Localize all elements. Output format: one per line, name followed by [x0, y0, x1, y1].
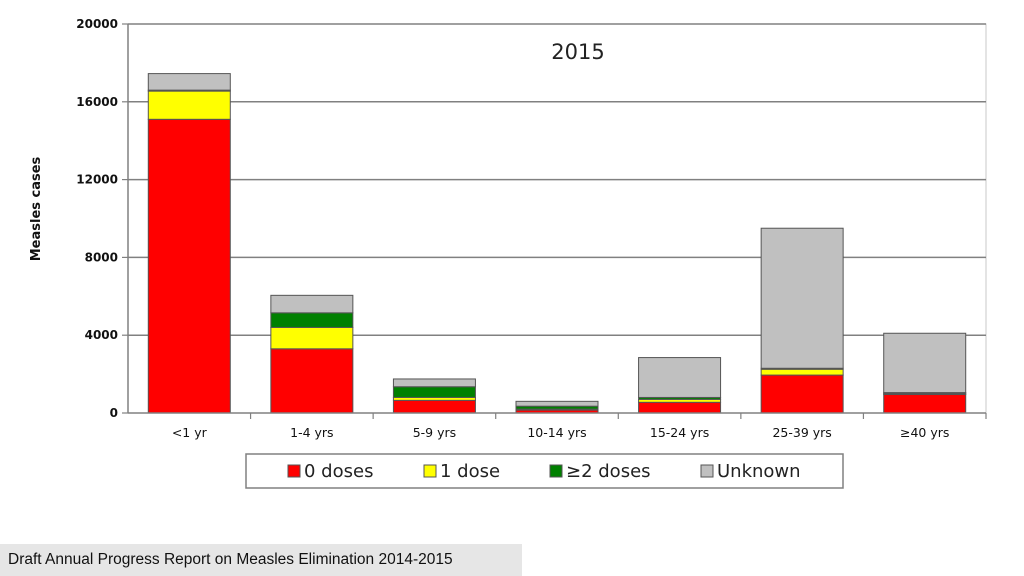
legend: 0 doses 1 dose ≥2 doses Unknown [245, 453, 844, 489]
legend-swatch [549, 464, 563, 478]
bar-segment [638, 401, 722, 414]
plot-area [127, 23, 987, 414]
bar-segment [392, 386, 476, 398]
bar-segment [760, 374, 844, 414]
x-tick-label: 1-4 yrs [290, 425, 333, 440]
legend-label: 0 doses [304, 461, 373, 482]
chart-title: 2015 [551, 40, 604, 64]
y-tick-label: 20000 [76, 17, 118, 31]
y-axis-label: Measles cases [29, 156, 44, 261]
legend-label: ≥2 doses [566, 461, 651, 482]
y-tick-label: 8000 [85, 250, 118, 264]
bars [147, 73, 967, 414]
bar-segment [147, 73, 231, 91]
bar-segment [392, 378, 476, 388]
x-tick-label: 15-24 yrs [650, 425, 709, 440]
x-tick-label: 5-9 yrs [413, 425, 456, 440]
x-tick-label: <1 yr [172, 425, 208, 440]
x-ticks: <1 yr 1-4 yrs 5-9 yrs 10-14 yrs 15-24 yrs 25-… [172, 413, 987, 440]
bar-segment [270, 326, 354, 350]
x-tick-label: 25-39 yrs [772, 425, 831, 440]
x-tick-label: 10-14 yrs [527, 425, 586, 440]
bar-segment [515, 400, 599, 407]
bar-segment [760, 368, 844, 376]
bar-segment [147, 118, 231, 414]
bar-segment [883, 394, 967, 414]
bar-segment [270, 294, 354, 314]
footer-caption: Draft Annual Progress Report on Measles … [8, 551, 453, 568]
legend-box [245, 453, 844, 489]
y-tick-label: 16000 [76, 95, 118, 109]
legend-swatch [287, 464, 301, 478]
bar-segment [760, 227, 844, 369]
bar-segment [147, 90, 231, 120]
legend-swatch [700, 464, 714, 478]
bar-segment [638, 357, 722, 398]
y-ticks: 0 4000 8000 12000 16000 20000 [76, 17, 128, 420]
x-tick-label: ≥40 yrs [900, 425, 949, 440]
legend-swatch [423, 464, 437, 478]
footer-band [0, 544, 522, 576]
y-tick-label: 4000 [85, 328, 118, 342]
legend-label: Unknown [717, 461, 801, 482]
y-tick-label: 0 [110, 406, 118, 420]
bar-segment [883, 332, 967, 394]
legend-label: 1 dose [440, 461, 500, 482]
bar-segment [392, 399, 476, 414]
bar-segment [270, 312, 354, 328]
bar-segment [270, 348, 354, 414]
y-tick-label: 12000 [76, 173, 118, 187]
